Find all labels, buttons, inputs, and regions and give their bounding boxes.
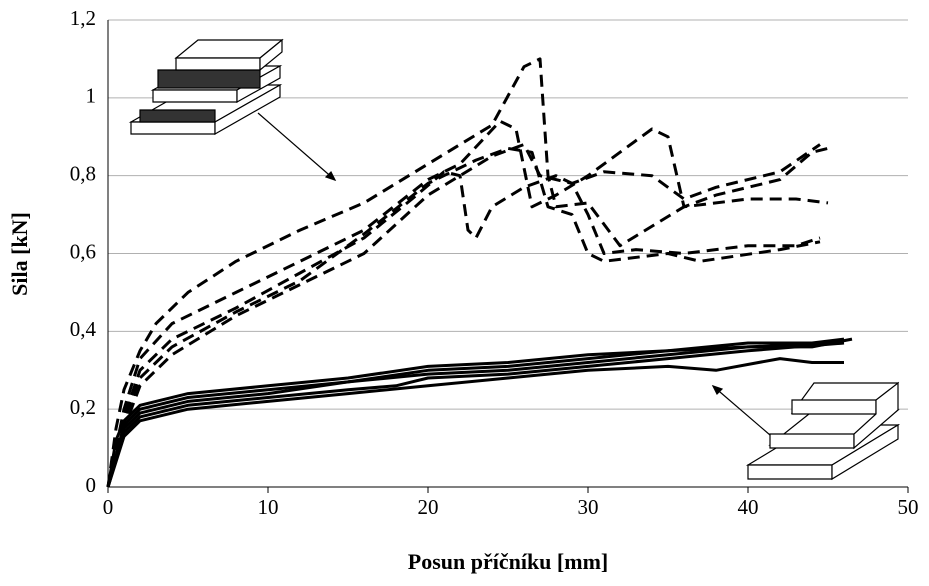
- dashed-line: [106, 170, 821, 488]
- x-tick-label: 40: [738, 495, 759, 519]
- icon-layer: [853, 381, 899, 450]
- icon-layer: [157, 69, 261, 89]
- icon-layer: [769, 433, 855, 449]
- x-tick-label: 0: [103, 495, 114, 519]
- icon-top: [128, 38, 337, 182]
- y-tick-label: 0,2: [70, 395, 96, 419]
- arrow-head: [324, 170, 337, 182]
- y-tick-label: 0,8: [70, 161, 96, 185]
- icon-layer: [259, 38, 283, 72]
- icon-layer: [152, 89, 238, 103]
- arrow: [257, 112, 336, 181]
- dashed-line: [106, 119, 829, 488]
- solid-line: [106, 341, 845, 488]
- solid-line: [106, 341, 845, 488]
- icon-layer: [130, 121, 216, 135]
- dashed-line: [106, 146, 821, 488]
- icon-layer: [214, 83, 281, 136]
- solid-line: [106, 357, 844, 488]
- x-tick-label: 50: [898, 495, 919, 519]
- y-tick-label: 1: [86, 84, 97, 108]
- icon-layer: [831, 423, 899, 481]
- solid-line: [106, 337, 845, 488]
- y-axis-title: Sila [kN]: [7, 212, 32, 296]
- icon-layer: [747, 464, 833, 480]
- solid-line: [106, 337, 853, 488]
- y-tick-label: 0,4: [70, 317, 97, 341]
- arrow-head: [711, 384, 724, 396]
- icon-layer: [791, 399, 877, 415]
- icon-layer: [139, 109, 216, 123]
- y-tick-label: 0: [86, 473, 97, 497]
- arrow: [712, 385, 771, 436]
- x-tick-label: 10: [258, 495, 279, 519]
- x-tick-label: 20: [418, 495, 439, 519]
- dashed-line: [106, 57, 829, 488]
- x-tick-label: 30: [578, 495, 599, 519]
- y-tick-label: 1,2: [70, 6, 96, 30]
- icon-layer: [175, 57, 261, 71]
- y-tick-label: 0,6: [70, 239, 96, 263]
- icon-bottom: [711, 381, 901, 481]
- x-axis-title: Posun příčníku [mm]: [408, 549, 608, 574]
